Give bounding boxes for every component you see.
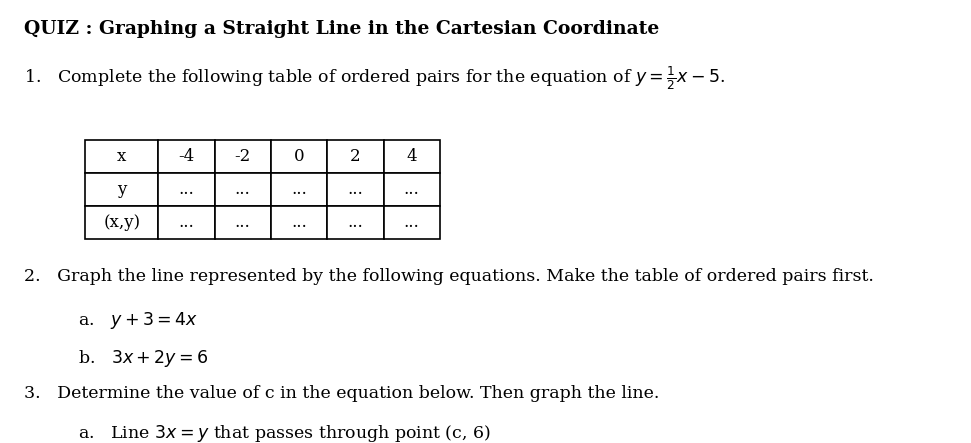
- Bar: [85, 206, 158, 239]
- Bar: [158, 206, 215, 239]
- Bar: [327, 206, 384, 239]
- Bar: [327, 140, 384, 173]
- Text: ...: ...: [404, 214, 419, 231]
- Bar: [384, 206, 440, 239]
- Bar: [158, 140, 215, 173]
- Text: ...: ...: [348, 214, 363, 231]
- Text: 1.   Complete the following table of ordered pairs for the equation of $y = \fra: 1. Complete the following table of order…: [24, 64, 725, 92]
- Text: ...: ...: [179, 181, 194, 198]
- Text: QUIZ : Graphing a Straight Line in the Cartesian Coordinate: QUIZ : Graphing a Straight Line in the C…: [24, 20, 659, 38]
- Text: ...: ...: [348, 181, 363, 198]
- Text: y: y: [117, 181, 126, 198]
- Bar: [215, 206, 271, 239]
- Text: 3.   Determine the value of c in the equation below. Then graph the line.: 3. Determine the value of c in the equat…: [24, 385, 659, 402]
- Bar: [384, 140, 440, 173]
- Text: b.   $3x + 2y = 6$: b. $3x + 2y = 6$: [78, 348, 208, 369]
- Bar: [384, 173, 440, 206]
- Text: ...: ...: [235, 181, 251, 198]
- Text: 4: 4: [407, 148, 417, 165]
- Text: ...: ...: [235, 214, 251, 231]
- Text: ...: ...: [291, 181, 307, 198]
- Text: a.   Line $3x = y$ that passes through point (c, 6): a. Line $3x = y$ that passes through poi…: [78, 423, 490, 443]
- Text: (x,y): (x,y): [103, 214, 141, 231]
- Bar: [327, 173, 384, 206]
- Text: -4: -4: [179, 148, 194, 165]
- Bar: [271, 206, 327, 239]
- Text: -2: -2: [235, 148, 251, 165]
- Bar: [271, 140, 327, 173]
- Bar: [215, 173, 271, 206]
- Text: ...: ...: [291, 214, 307, 231]
- Bar: [85, 173, 158, 206]
- Text: ...: ...: [179, 214, 194, 231]
- Text: x: x: [117, 148, 126, 165]
- Bar: [271, 173, 327, 206]
- Bar: [158, 173, 215, 206]
- Bar: [215, 140, 271, 173]
- Text: a.   $y + 3 = 4x$: a. $y + 3 = 4x$: [78, 310, 198, 331]
- Text: ...: ...: [404, 181, 419, 198]
- Bar: [85, 140, 158, 173]
- Text: 2: 2: [351, 148, 360, 165]
- Text: 2.   Graph the line represented by the following equations. Make the table of or: 2. Graph the line represented by the fol…: [24, 268, 874, 285]
- Text: 0: 0: [294, 148, 304, 165]
